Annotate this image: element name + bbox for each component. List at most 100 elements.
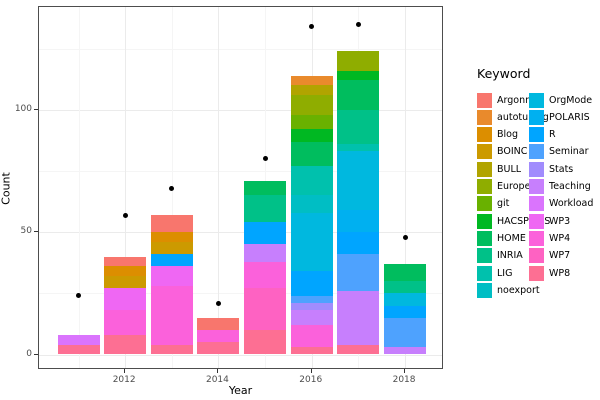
bar-segment-2016-autotuning <box>290 75 333 86</box>
x-tick-mark <box>217 369 219 373</box>
legend-item-Blog: Blog <box>477 127 518 143</box>
legend-label-Workload: Workload <box>549 198 594 210</box>
legend-label-WP8: WP8 <box>549 267 571 279</box>
legend-swatch-POLARIS <box>529 109 544 125</box>
legend-swatch-WP7 <box>529 248 544 264</box>
bar-segment-2016-noexport <box>290 195 333 213</box>
point-2018 <box>402 234 408 240</box>
bar-segment-2018-OrgMode <box>384 293 427 306</box>
bar-segment-2011-Workload <box>57 334 100 345</box>
bar-segment-2014-WP4 <box>197 330 240 343</box>
gridline-y-major <box>39 109 442 111</box>
legend-label-LIG: LIG <box>497 267 513 279</box>
gridline-x-minor <box>78 7 80 368</box>
legend-label-WP7: WP7 <box>549 250 571 262</box>
bar-segment-2013-R <box>150 254 193 267</box>
legend-item-autotuning: autotuning <box>477 109 549 125</box>
legend-label-Europe: Europe <box>497 181 531 193</box>
point-2015 <box>262 156 268 162</box>
y-tick-mark <box>34 108 38 110</box>
bar-segment-2013-WP4 <box>150 285 193 345</box>
legend-item-WP8: WP8 <box>529 265 570 281</box>
bar-segment-2016-Teaching <box>290 310 333 326</box>
bar-segment-2016-LIG <box>290 166 333 196</box>
gridline-x-major <box>218 7 220 368</box>
bar-segment-2012-BOINC <box>104 276 147 289</box>
bar-segment-2014-Argonne <box>197 317 240 331</box>
plot-panel <box>38 6 443 369</box>
point-2011 <box>76 293 81 299</box>
legend-swatch-Seminar <box>529 144 544 160</box>
bar-segment-2016-OrgMode <box>290 212 333 272</box>
legend-item-Europe: Europe <box>477 179 530 195</box>
bar-segment-2013-Argonne <box>150 215 193 233</box>
gridline-y-major <box>39 354 442 356</box>
bar-segment-2012-WP3 <box>104 288 147 311</box>
bar-segment-2016-HACSPECIS <box>290 129 333 142</box>
bar-segment-2015-WP8 <box>244 330 287 355</box>
bar-segment-2018-HOME <box>384 263 427 282</box>
legend-item-Stats: Stats <box>529 161 573 177</box>
legend-swatch-Argonne <box>477 92 492 108</box>
legend-swatch-WP8 <box>529 265 544 281</box>
bar-segment-2016-Stats <box>290 303 333 311</box>
legend-item-git: git <box>477 196 509 212</box>
x-tick-label: 2016 <box>299 375 323 385</box>
point-2016 <box>309 24 315 30</box>
legend-item-Seminar: Seminar <box>529 144 589 160</box>
legend-label-INRIA: INRIA <box>497 250 523 262</box>
legend-item-R: R <box>529 127 556 143</box>
gridline-x-major <box>125 7 127 368</box>
legend-label-WP3: WP3 <box>549 215 571 227</box>
gridline-y-minor <box>39 170 442 172</box>
legend-label-noexport: noexport <box>497 285 540 297</box>
legend-swatch-WP3 <box>529 213 544 229</box>
legend-label-POLARIS: POLARIS <box>549 111 590 123</box>
bar-segment-2015-HOME <box>244 180 287 196</box>
legend: Keyword Argonne autotuning Blog BOINC BULL Eu… <box>477 66 600 299</box>
x-tick-label: 2014 <box>205 375 229 385</box>
bar-segment-2013-WP8 <box>150 344 193 355</box>
x-tick-mark <box>310 369 312 373</box>
legend-item-HOME: HOME <box>477 231 526 247</box>
bar-segment-2014-WP8 <box>197 342 240 355</box>
y-tick-label: 50 <box>20 226 32 237</box>
bar-segment-2012-Blog <box>104 266 147 277</box>
bar-segment-2017-R <box>337 232 380 255</box>
legend-swatch-HACSPECIS <box>477 213 492 229</box>
legend-swatch-Blog <box>477 127 492 143</box>
legend-label-git: git <box>497 198 510 210</box>
x-tick-label: 2012 <box>112 375 136 385</box>
x-tick-mark <box>124 369 126 373</box>
legend-swatch-R <box>529 127 544 143</box>
legend-label-Teaching: Teaching <box>549 181 591 193</box>
x-tick-mark <box>404 369 406 373</box>
y-axis-title: Count <box>0 172 13 205</box>
bar-segment-2017-OrgMode <box>337 151 380 211</box>
legend-label-autotuning: autotuning <box>497 111 549 123</box>
bar-segment-2017-LIG <box>337 144 380 152</box>
legend-swatch-BULL <box>477 161 492 177</box>
bar-segment-2015-R <box>244 222 287 245</box>
legend-item-POLARIS: POLARIS <box>529 109 590 125</box>
gridline-y-minor <box>39 293 442 295</box>
legend-item-Workload: Workload <box>529 196 593 212</box>
legend-label-HOME: HOME <box>497 233 526 245</box>
point-2017 <box>355 21 361 27</box>
bar-segment-2013-BOINC <box>150 241 193 255</box>
legend-swatch-LIG <box>477 265 492 281</box>
bar-segment-2016-HOME <box>290 141 333 167</box>
legend-item-Teaching: Teaching <box>529 179 591 195</box>
gridline-y-major <box>39 232 442 234</box>
legend-swatch-Workload <box>529 196 544 212</box>
legend-swatch-Stats <box>529 161 544 177</box>
point-2014 <box>215 300 221 306</box>
legend-swatch-OrgMode <box>529 92 544 108</box>
legend-label-OrgMode: OrgMode <box>549 94 593 106</box>
legend-title: Keyword <box>477 66 531 81</box>
legend-label-Blog: Blog <box>497 129 518 141</box>
bar-segment-2016-WP8 <box>290 347 333 355</box>
bar-segment-2018-INRIA <box>384 281 427 294</box>
legend-label-BULL: BULL <box>497 163 522 175</box>
